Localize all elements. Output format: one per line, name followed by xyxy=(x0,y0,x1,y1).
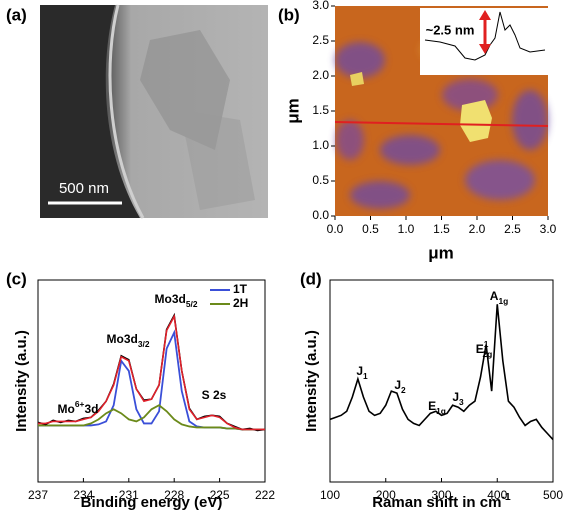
text-part: Binding energy (eV) xyxy=(81,494,223,511)
x-tick-label: 228 xyxy=(164,488,184,502)
x-tick-label: 0.0 xyxy=(327,222,344,236)
x-tick-label: 231 xyxy=(119,488,139,502)
peak-label: S 2s xyxy=(202,388,227,402)
text-part: J xyxy=(394,378,401,392)
scale-bar-label: 500 nm xyxy=(59,180,109,197)
superscript: -1 xyxy=(501,491,510,503)
y-axis-label: Intensity (a.u.) xyxy=(13,330,30,432)
panel-label: (c) xyxy=(6,269,27,288)
peak-label: Mo3d5/2 xyxy=(155,292,198,309)
x-tick-label: 200 xyxy=(376,488,396,502)
y-tick-label: 1.0 xyxy=(312,138,329,152)
peak-label: J3 xyxy=(452,390,464,407)
x-tick-label: 3.0 xyxy=(540,222,557,236)
x-tick-label: 222 xyxy=(255,488,275,502)
subscript: 2 xyxy=(401,385,406,395)
superscript: 6+ xyxy=(75,399,85,409)
x-tick-label: 1.0 xyxy=(398,222,415,236)
series-line xyxy=(38,404,265,431)
text-part: J xyxy=(452,390,459,404)
y-tick-label: 0.5 xyxy=(312,173,329,187)
afm-image xyxy=(334,6,549,216)
peak-label: Mo3d3/2 xyxy=(107,332,150,349)
peak-label: J1 xyxy=(356,364,368,381)
subscript: 3/2 xyxy=(138,339,150,349)
text-part: Mo xyxy=(58,402,75,416)
panel-label: (b) xyxy=(278,5,300,24)
x-axis-label: μm xyxy=(428,243,454,262)
subscript: 1g xyxy=(498,296,508,306)
text-part: Mo3d xyxy=(155,292,186,306)
subscript: 3 xyxy=(459,397,464,407)
plot-frame xyxy=(37,279,266,483)
x-tick-label: 1.5 xyxy=(433,222,450,236)
series-line xyxy=(38,313,265,431)
panel-label: (d) xyxy=(300,269,322,288)
y-axis-label: μm xyxy=(283,98,302,124)
y-tick-label: 2.5 xyxy=(312,33,329,47)
peak-label: E1 2g xyxy=(476,339,492,359)
subscript: 5/2 xyxy=(186,299,198,309)
peak-label: A1g xyxy=(490,289,508,306)
y-tick-label: 3.0 xyxy=(312,0,329,12)
legend-label: 1T xyxy=(233,282,248,296)
x-tick-label: 234 xyxy=(73,488,93,502)
x-axis-label: Raman shift in cm-1 xyxy=(372,491,511,511)
subscript: 2g xyxy=(482,349,492,359)
y-axis-label: Intensity (a.u.) xyxy=(303,330,320,432)
tem-image xyxy=(40,4,268,219)
series-line xyxy=(329,304,554,441)
peak-label: Mo6+3d xyxy=(58,399,99,416)
y-tick-label: 2.0 xyxy=(312,68,329,82)
superscript: 1 xyxy=(484,339,489,349)
text-part: J xyxy=(356,364,363,378)
text-part: E xyxy=(476,342,484,356)
peak-label: J2 xyxy=(394,378,406,395)
peak-label: E1g xyxy=(428,399,446,416)
subscript: 1g xyxy=(436,406,446,416)
text-part: E xyxy=(428,399,436,413)
y-tick-label: 1.5 xyxy=(312,103,329,117)
panel-label: (a) xyxy=(6,5,27,24)
x-tick-label: 237 xyxy=(28,488,48,502)
x-tick-label: 0.5 xyxy=(362,222,379,236)
inset-label: ~2.5 nm xyxy=(426,22,475,37)
x-tick-label: 300 xyxy=(431,488,451,502)
x-tick-label: 2.5 xyxy=(504,222,521,236)
subscript: 1 xyxy=(363,371,368,381)
text-part: Raman shift in cm xyxy=(372,494,501,511)
text-part: A xyxy=(490,289,499,303)
legend-label: 2H xyxy=(233,296,248,310)
x-tick-label: 2.0 xyxy=(469,222,486,236)
text-part: S 2s xyxy=(202,388,227,402)
x-axis-label: Binding energy (eV) xyxy=(81,494,223,511)
x-tick-label: 500 xyxy=(543,488,563,502)
x-tick-label: 400 xyxy=(487,488,507,502)
y-tick-label: 0.0 xyxy=(312,208,329,222)
x-tick-label: 225 xyxy=(210,488,230,502)
text-part: 3d xyxy=(84,402,98,416)
x-tick-label: 100 xyxy=(320,488,340,502)
text-part: Mo3d xyxy=(107,332,138,346)
